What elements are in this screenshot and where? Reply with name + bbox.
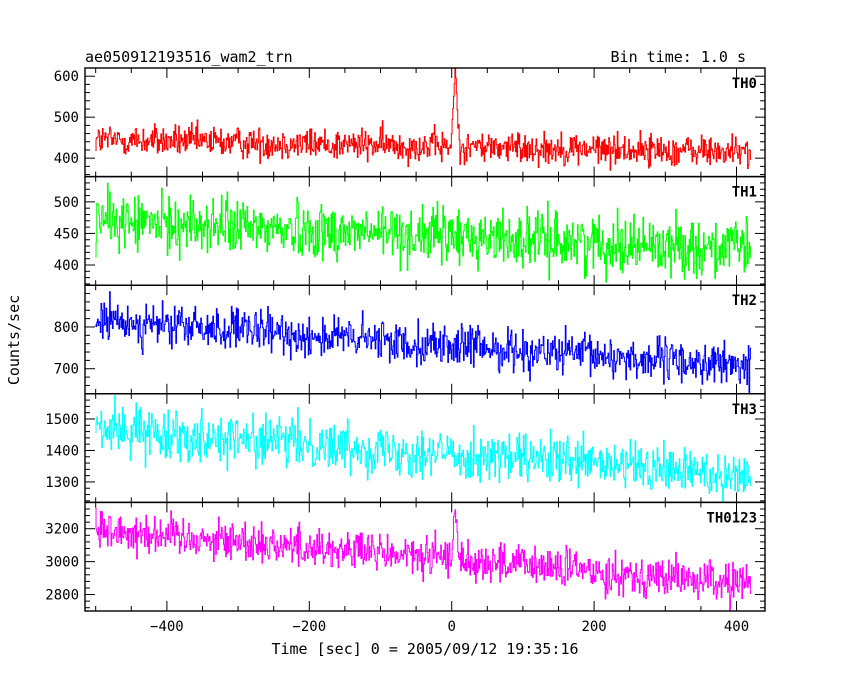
- panel-frame-th0: [84, 67, 766, 178]
- y-tick-label-th2: 800: [54, 320, 79, 336]
- y-tick-label-th0: 600: [54, 69, 79, 85]
- series-line-th1: [95, 182, 752, 283]
- y-tick-label-th0: 400: [54, 151, 79, 167]
- x-axis-title: Time [sec] 0 = 2005/09/12 19:35:16: [271, 640, 578, 658]
- series-line-th3: [95, 395, 752, 503]
- panel-label-th0123: TH0123: [706, 510, 757, 526]
- panel-label-th3: TH3: [732, 402, 757, 418]
- series-line-th2: [95, 291, 752, 394]
- x-tick-label: 200: [581, 619, 606, 635]
- bin-time-label: Bin time: 1.0 s: [611, 48, 746, 66]
- y-tick-label-th1: 500: [54, 195, 79, 211]
- panel-label-th2: TH2: [732, 293, 757, 309]
- y-tick-label-th3: 1400: [45, 443, 79, 459]
- series-line-th0123: [95, 507, 752, 611]
- panel-label-th1: TH1: [732, 185, 757, 201]
- y-tick-label-th3: 1300: [45, 475, 79, 491]
- panel-frame-th0123: [84, 501, 766, 612]
- y-tick-label-th0123: 3000: [45, 555, 79, 571]
- y-tick-label-th0: 500: [54, 110, 79, 126]
- chart-title: ae050912193516_wam2_trn: [85, 48, 293, 66]
- y-tick-label-th0123: 2800: [45, 588, 79, 604]
- series-line-th0: [95, 68, 752, 171]
- x-tick-label: −200: [292, 619, 326, 635]
- y-tick-label-th1: 450: [54, 226, 79, 242]
- y-tick-label-th2: 700: [54, 362, 79, 378]
- panels-group: 400 500 600 TH0 400 450 500 TH1 700 800 TH2 1300 140…: [45, 67, 766, 635]
- panel-label-th0: TH0: [732, 76, 757, 92]
- y-tick-label-th0123: 3200: [45, 522, 79, 538]
- x-tick-label: 400: [724, 619, 749, 635]
- y-axis-title: Counts/sec: [5, 295, 23, 385]
- y-tick-label-th3: 1500: [45, 412, 79, 428]
- y-tick-label-th1: 400: [54, 258, 79, 274]
- x-tick-label: 0: [447, 619, 455, 635]
- x-tick-label: −400: [150, 619, 184, 635]
